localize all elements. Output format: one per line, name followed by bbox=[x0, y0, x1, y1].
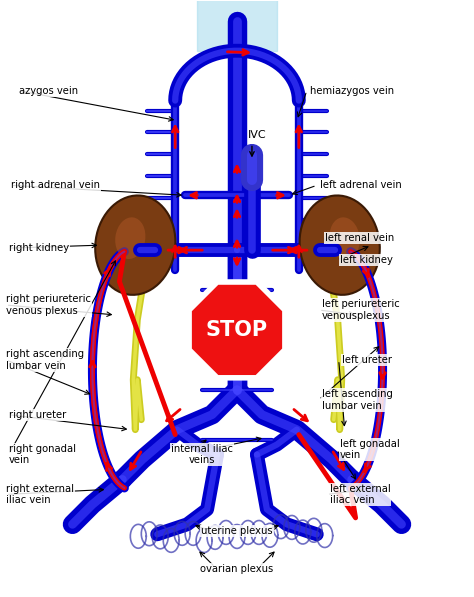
Text: right adrenal vein: right adrenal vein bbox=[11, 180, 100, 190]
Ellipse shape bbox=[95, 195, 175, 295]
Ellipse shape bbox=[115, 217, 146, 259]
Text: left kidney: left kidney bbox=[340, 255, 392, 265]
Ellipse shape bbox=[300, 195, 380, 295]
Text: right periureteric
venous plexus: right periureteric venous plexus bbox=[6, 294, 91, 316]
Text: internal iliac
veins: internal iliac veins bbox=[171, 444, 233, 465]
Text: right gonadal
vein: right gonadal vein bbox=[9, 444, 76, 465]
Text: right ureter: right ureter bbox=[9, 410, 66, 420]
Bar bbox=[197, 0, 277, 51]
Text: left adrenal vein: left adrenal vein bbox=[320, 180, 401, 190]
Text: right kidney: right kidney bbox=[9, 243, 69, 253]
Ellipse shape bbox=[329, 217, 360, 259]
Text: IVC: IVC bbox=[247, 131, 266, 140]
Text: left gonadal
vein: left gonadal vein bbox=[340, 439, 400, 460]
Text: STOP: STOP bbox=[206, 320, 268, 340]
Text: right ascending
lumbar vein: right ascending lumbar vein bbox=[6, 349, 84, 371]
Text: ovarian plexus: ovarian plexus bbox=[201, 564, 273, 574]
Text: left external
iliac vein: left external iliac vein bbox=[330, 484, 391, 505]
Text: left ascending
lumbar vein: left ascending lumbar vein bbox=[322, 389, 392, 411]
Text: uterine plexus: uterine plexus bbox=[201, 527, 273, 536]
Polygon shape bbox=[189, 282, 285, 378]
Text: left renal vein: left renal vein bbox=[325, 233, 394, 243]
Text: right external
iliac vein: right external iliac vein bbox=[6, 484, 73, 505]
Text: left periureteric
venousplexus: left periureteric venousplexus bbox=[322, 299, 400, 321]
Text: hemiazygos vein: hemiazygos vein bbox=[310, 85, 394, 96]
Text: azygos vein: azygos vein bbox=[18, 85, 78, 96]
Text: left ureter: left ureter bbox=[342, 355, 392, 365]
